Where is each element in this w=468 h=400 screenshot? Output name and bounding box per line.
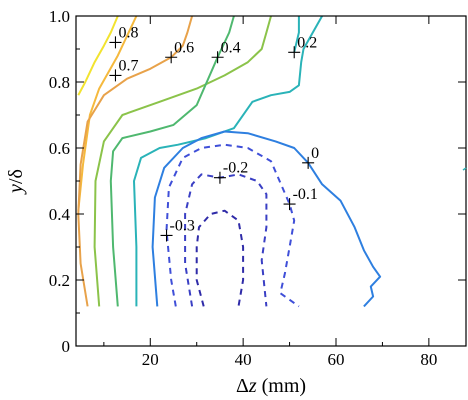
contour-label-marker-2 — [165, 51, 178, 64]
x-label-variable: z — [248, 375, 257, 397]
contour-label-marker-1 — [109, 69, 122, 82]
contour-line-6 — [293, 16, 300, 53]
contour-line-3 — [93, 15, 272, 307]
y-tick-label-5: 1.0 — [49, 7, 70, 26]
y-tick-label-3: 0.6 — [49, 139, 70, 158]
label-markers-layer — [109, 36, 315, 242]
y-tick-label-0: 0 — [62, 337, 71, 356]
contour-line-10 — [195, 209, 245, 307]
contour-label-8: -0.1 — [293, 186, 318, 203]
contour-label-10: -0.3 — [170, 217, 195, 234]
contour-line-2 — [77, 15, 194, 307]
contour-label-0: 0.8 — [118, 24, 138, 41]
contour-line-0 — [77, 15, 119, 96]
y-tick-label-4: 0.8 — [49, 73, 70, 92]
x-tick-label-3: 80 — [420, 350, 437, 369]
contour-label-1: 0.7 — [118, 57, 138, 74]
contour-label-marker-7 — [302, 156, 315, 169]
tick-labels-layer: 20 40 60 80 0 0.2 0.4 0.6 0.8 1.0 — [49, 7, 438, 369]
contour-line-8 — [165, 143, 300, 308]
x-label-unit: (mm) — [257, 375, 306, 397]
x-tick-label-2: 60 — [328, 350, 345, 369]
contour-label-6: 0.2 — [297, 34, 317, 51]
y-tick-label-1: 0.2 — [49, 271, 70, 290]
contour-line-4 — [109, 15, 235, 307]
contour-label-marker-8 — [283, 198, 296, 211]
contour-label-4: 0.4 — [221, 39, 241, 56]
contour-line-7 — [151, 130, 382, 308]
contour-label-marker-0 — [109, 36, 122, 49]
contour-labels-layer: 0.8 0.7 0.6 0.4 0.2 0 -0.1 -0.2 -0.3 — [118, 24, 319, 234]
contour-label-7: 0 — [311, 145, 319, 162]
y-tick-label-2: 0.4 — [49, 205, 71, 224]
contour-label-9: -0.2 — [223, 160, 248, 177]
x-tick-label-1: 40 — [235, 350, 252, 369]
y-label-rest: /δ — [5, 169, 27, 184]
contour-label-marker-10 — [160, 229, 173, 242]
contour-label-2: 0.6 — [174, 39, 194, 56]
x-axis-label: Δz (mm) — [236, 375, 306, 397]
y-label-variable: y — [5, 184, 27, 195]
contour-line-5 — [133, 15, 323, 307]
contour-line-9 — [184, 173, 268, 307]
x-tick-label-0: 20 — [142, 350, 159, 369]
y-axis-label: y/δ — [5, 169, 27, 195]
contours-layer — [77, 15, 382, 308]
x-label-prefix: Δ — [236, 375, 249, 397]
edge-contour-fragment — [462, 167, 467, 171]
ticks-layer — [76, 15, 467, 347]
contour-label-marker-4 — [211, 51, 224, 64]
contour-label-marker-6 — [288, 46, 301, 59]
contour-label-marker-9 — [213, 171, 226, 184]
contour-line-1 — [77, 15, 138, 211]
